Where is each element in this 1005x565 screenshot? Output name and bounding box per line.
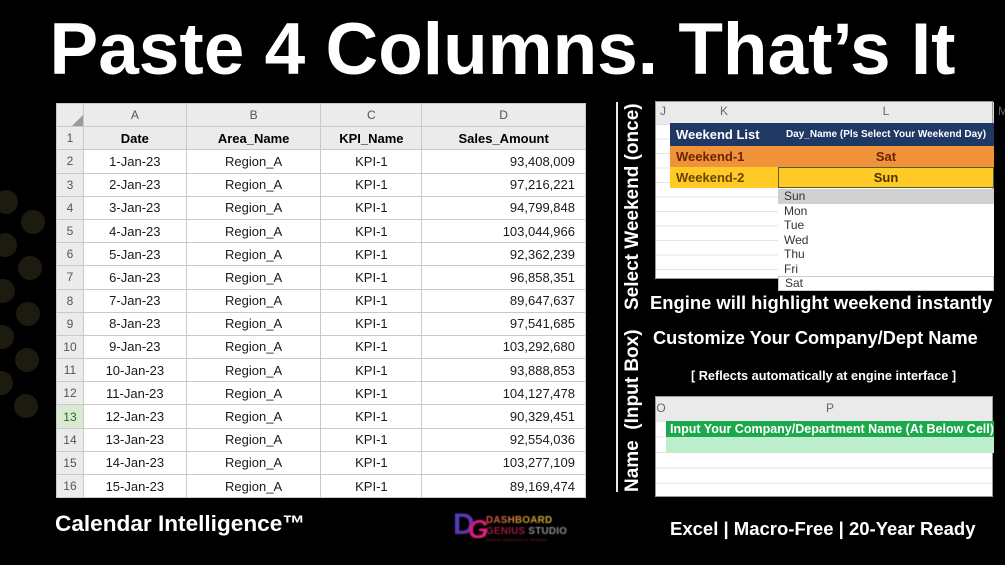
svg-text:GENIUS STUDIO: GENIUS STUDIO xyxy=(486,526,567,537)
svg-text:Dynamic Dashboards & Templates: Dynamic Dashboards & Templates xyxy=(486,537,547,542)
svg-text:DASHBOARD: DASHBOARD xyxy=(486,515,552,526)
